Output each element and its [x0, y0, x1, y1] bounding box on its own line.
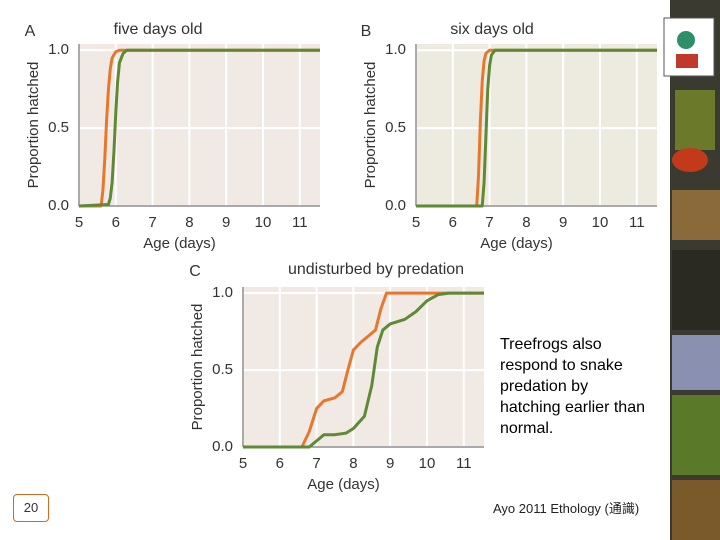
x-tick-label: 7: [148, 214, 156, 231]
x-tick-label: 10: [592, 214, 609, 231]
photo: [672, 148, 708, 172]
x-tick-label: 9: [386, 455, 394, 472]
citation: Ayo 2011 Ethology (通識): [493, 501, 640, 516]
y-tick-label: 0.0: [212, 438, 233, 455]
x-tick-label: 9: [559, 214, 567, 231]
x-tick-label: 5: [75, 214, 83, 231]
y-tick-label: 1.0: [212, 284, 233, 301]
x-tick-label: 5: [239, 455, 247, 472]
x-tick-label: 8: [522, 214, 530, 231]
photo: [672, 480, 720, 540]
y-axis-label: Proportion hatched: [362, 62, 379, 189]
logo-mark: [676, 54, 698, 68]
x-axis-label: Age (days): [143, 235, 216, 252]
series-line: [78, 48, 320, 208]
y-tick-label: 1.0: [385, 41, 406, 58]
page-number: 20: [13, 494, 49, 522]
series-line: [243, 291, 484, 449]
photo: [675, 90, 715, 150]
body-text: Treefrogs also respond to snake predatio…: [500, 336, 645, 437]
y-tick-label: 0.5: [48, 119, 69, 136]
x-tick-label: 10: [419, 455, 436, 472]
x-tick-label: 11: [292, 214, 308, 231]
photo: [672, 335, 720, 390]
chart-title: five days old: [114, 21, 203, 38]
y-tick-label: 0.0: [385, 197, 406, 214]
photo: [672, 250, 720, 330]
x-tick-label: 6: [112, 214, 120, 231]
x-tick-label: 11: [629, 214, 645, 231]
x-tick-label: 9: [222, 214, 230, 231]
y-tick-label: 0.5: [385, 119, 406, 136]
plot-area: [416, 44, 657, 206]
plot-area: [243, 287, 484, 447]
x-tick-label: 6: [276, 455, 284, 472]
x-tick-label: 8: [349, 455, 357, 472]
x-tick-label: 8: [185, 214, 193, 231]
panel-label: B: [361, 23, 372, 40]
y-axis-label: Proportion hatched: [25, 62, 42, 189]
x-tick-label: 7: [312, 455, 320, 472]
series-line: [416, 48, 657, 208]
photo: [672, 190, 720, 240]
y-tick-label: 0.5: [212, 361, 233, 378]
chart-title: six days old: [450, 21, 534, 38]
x-tick-label: 11: [456, 455, 472, 472]
x-axis-label: Age (days): [480, 235, 553, 252]
panel-label: A: [25, 23, 36, 40]
x-axis-label: Age (days): [307, 476, 380, 493]
series-line: [243, 291, 484, 449]
panel-label: C: [189, 263, 201, 280]
y-tick-label: 1.0: [48, 41, 69, 58]
x-tick-label: 5: [412, 214, 420, 231]
x-tick-label: 7: [485, 214, 493, 231]
chart-title: undisturbed by predation: [288, 261, 464, 278]
x-tick-label: 6: [449, 214, 457, 231]
series-line: [79, 48, 320, 208]
photo: [672, 395, 720, 475]
y-tick-label: 0.0: [48, 197, 69, 214]
y-axis-label: Proportion hatched: [189, 304, 206, 431]
series-line: [416, 48, 657, 208]
x-tick-label: 10: [255, 214, 272, 231]
logo-mark: [677, 31, 695, 49]
